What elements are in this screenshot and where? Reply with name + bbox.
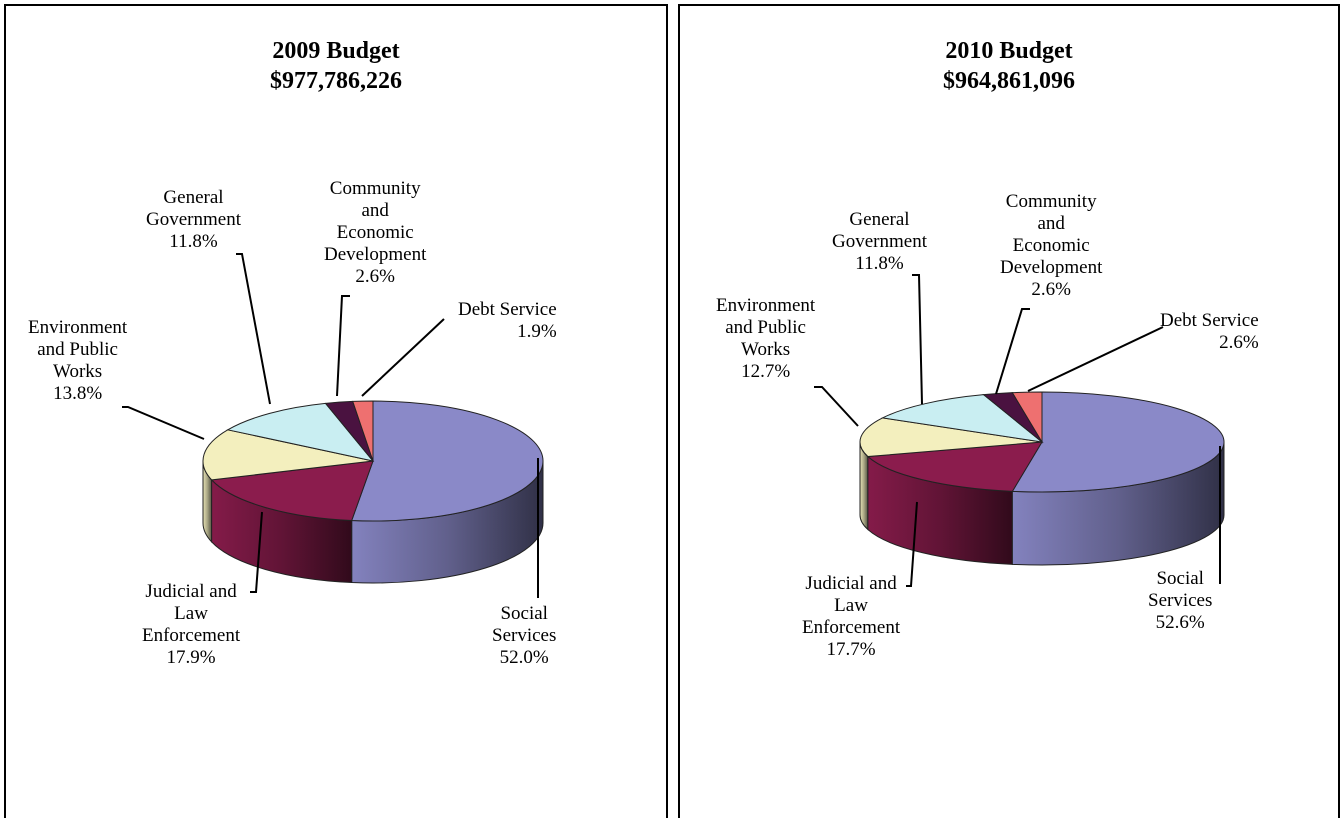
chart-title: 2009 Budget $977,786,226: [6, 36, 666, 96]
pie-slice-social-services: [1011, 391, 1225, 493]
leader-line-environment-and-public-works: [814, 386, 859, 427]
label-debt-service: Debt Service 1.9%: [458, 299, 557, 342]
label-environment-public-works: Environment and Public Works 12.7%: [716, 295, 816, 382]
chart-panel-2010: 2010 Budget $964,861,096 General Governm…: [678, 4, 1340, 818]
leader-line-general-government: [912, 274, 923, 405]
label-social-services: Social Services 52.6%: [1148, 568, 1213, 633]
chart-title-amount: $964,861,096: [943, 68, 1075, 94]
leader-line-community-and-economic-development: [336, 295, 350, 397]
pie-slice-general-government: [880, 394, 1044, 443]
label-community-economic-development: Community and Economic Development 2.6%: [1000, 191, 1103, 300]
label-general-government: General Government 11.8%: [832, 209, 927, 274]
chart-title-amount: $977,786,226: [270, 68, 402, 94]
label-general-government: General Government 11.8%: [146, 187, 241, 252]
pie-slice-general-government: [226, 402, 375, 462]
chart-title-year: 2009 Budget: [272, 38, 400, 64]
chart-title-year: 2010 Budget: [945, 38, 1073, 64]
pie-slice-debt-service: [352, 400, 374, 462]
label-judicial-law-enforcement: Judicial and Law Enforcement 17.7%: [802, 573, 901, 660]
leader-line-judicial-and-law-enforcement: [250, 511, 263, 593]
pie-slice-social-services: [350, 400, 544, 522]
pie-slice-environment-and-public-works: [859, 417, 1043, 458]
pie-chart: [122, 253, 544, 598]
leader-line-judicial-and-law-enforcement: [906, 501, 918, 587]
label-debt-service: Debt Service 2.6%: [1160, 310, 1259, 353]
leader-line-general-government: [236, 253, 271, 405]
label-judicial-law-enforcement: Judicial and Law Enforcement 17.9%: [142, 581, 241, 668]
label-social-services: Social Services 52.0%: [492, 603, 557, 668]
label-environment-public-works: Environment and Public Works 13.8%: [28, 317, 128, 404]
label-community-economic-development: Community and Economic Development 2.6%: [324, 178, 427, 287]
pie-slice-environment-and-public-works: [202, 429, 374, 481]
pie-slice-debt-service: [1011, 391, 1043, 444]
leader-line-debt-service: [361, 318, 445, 397]
pie-slice-judicial-and-law-enforcement: [210, 460, 374, 522]
pie-slice-judicial-and-law-enforcement: [866, 441, 1043, 492]
chart-title: 2010 Budget $964,861,096: [680, 36, 1338, 96]
leader-line-environment-and-public-works: [122, 406, 205, 440]
leader-line-debt-service: [1027, 326, 1164, 392]
leader-line-community-and-economic-development: [995, 308, 1030, 395]
pie-chart: [814, 274, 1225, 587]
chart-panel-2009: 2009 Budget $977,786,226 General Governm…: [4, 4, 668, 818]
